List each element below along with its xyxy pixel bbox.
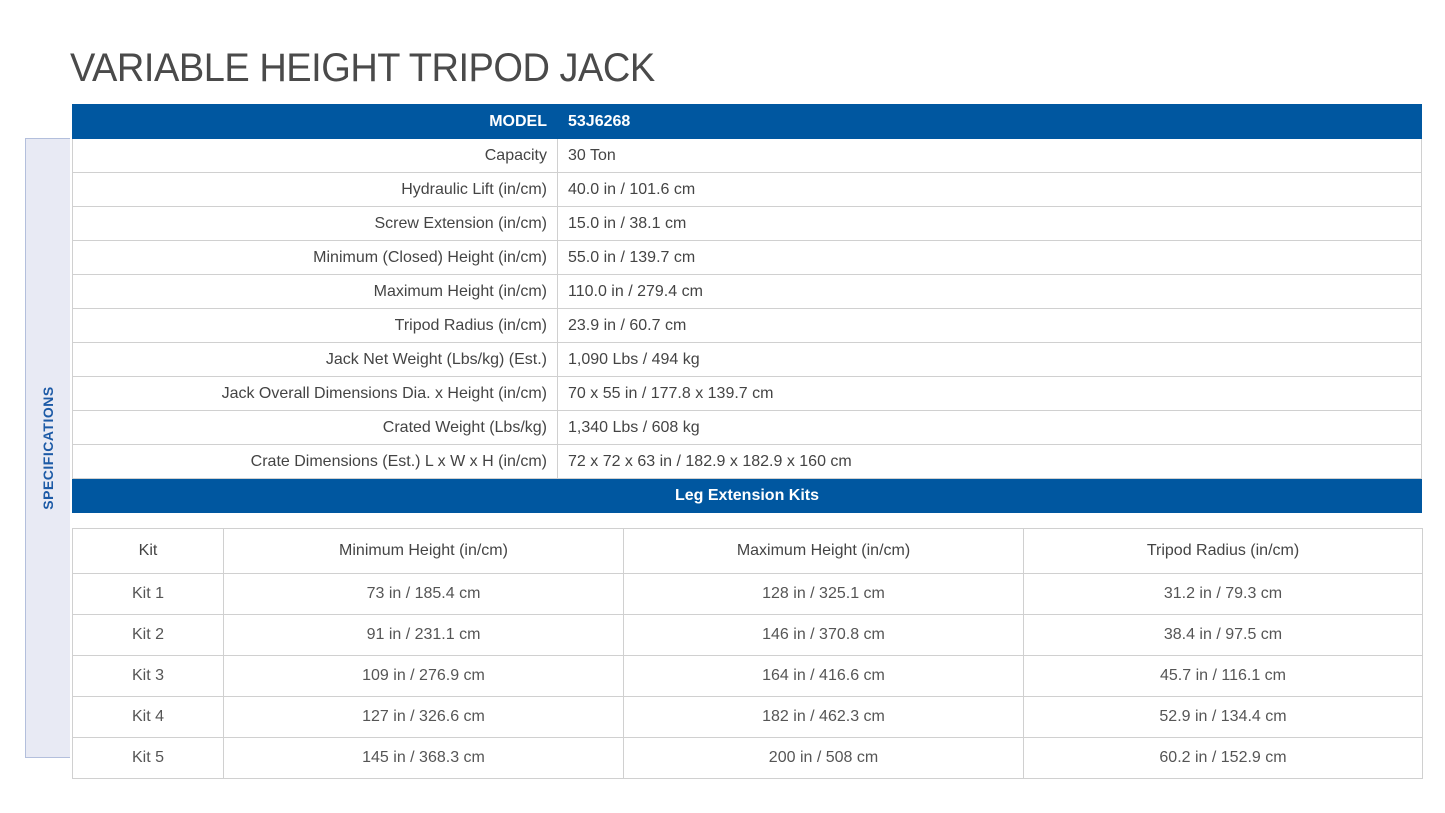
kit-row: Kit 4 127 in / 326.6 cm 182 in / 462.3 cm 5… [72, 696, 1423, 738]
kit-cell: Kit 5 [72, 737, 224, 779]
kit-cell: 127 in / 326.6 cm [223, 696, 624, 738]
spec-row: Tripod Radius (in/cm) 23.9 in / 60.7 cm [72, 308, 1422, 343]
spec-label: Maximum Height (in/cm) [72, 274, 558, 309]
kit-cell: 60.2 in / 152.9 cm [1023, 737, 1423, 779]
spec-value: 55.0 in / 139.7 cm [557, 240, 1422, 275]
spec-row: Jack Overall Dimensions Dia. x Height (i… [72, 376, 1422, 411]
spec-row: Crated Weight (Lbs/kg) 1,340 Lbs / 608 kg [72, 410, 1422, 445]
kit-cell: 52.9 in / 134.4 cm [1023, 696, 1423, 738]
column-header: Kit [72, 528, 224, 574]
spec-value: 72 x 72 x 63 in / 182.9 x 182.9 x 160 cm [557, 444, 1422, 479]
kit-cell: 145 in / 368.3 cm [223, 737, 624, 779]
kits-title: Leg Extension Kits [72, 478, 1422, 513]
spec-value: 15.0 in / 38.1 cm [557, 206, 1422, 241]
spec-value: 1,090 Lbs / 494 kg [557, 342, 1422, 377]
column-header: Tripod Radius (in/cm) [1023, 528, 1423, 574]
model-value: 53J6268 [557, 104, 1422, 139]
kits-title-row: Leg Extension Kits [72, 478, 1422, 513]
specifications-side-panel: SPECIFICATIONS [25, 138, 70, 758]
kit-cell: 164 in / 416.6 cm [623, 655, 1024, 697]
kit-cell: 45.7 in / 116.1 cm [1023, 655, 1423, 697]
spec-label: Hydraulic Lift (in/cm) [72, 172, 558, 207]
kit-row: Kit 2 91 in / 231.1 cm 146 in / 370.8 cm 38… [72, 614, 1423, 656]
spec-value: 110.0 in / 279.4 cm [557, 274, 1422, 309]
kit-cell: Kit 1 [72, 573, 224, 615]
spec-value: 30 Ton [557, 138, 1422, 173]
kit-cell: 182 in / 462.3 cm [623, 696, 1024, 738]
kit-row: Kit 1 73 in / 185.4 cm 128 in / 325.1 cm 31… [72, 573, 1423, 615]
spec-row: Hydraulic Lift (in/cm) 40.0 in / 101.6 cm [72, 172, 1422, 207]
kits-header-row: Kit Minimum Height (in/cm) Maximum Height … [72, 528, 1423, 574]
kit-cell: Kit 3 [72, 655, 224, 697]
spec-value: 40.0 in / 101.6 cm [557, 172, 1422, 207]
spec-label: Crated Weight (Lbs/kg) [72, 410, 558, 445]
column-header: Minimum Height (in/cm) [223, 528, 624, 574]
spec-label: Jack Net Weight (Lbs/kg) (Est.) [72, 342, 558, 377]
spec-label: Jack Overall Dimensions Dia. x Height (i… [72, 376, 558, 411]
spec-row: Jack Net Weight (Lbs/kg) (Est.) 1,090 Lbs… [72, 342, 1422, 377]
kit-row: Kit 3 109 in / 276.9 cm 164 in / 416.6 cm 4… [72, 655, 1423, 697]
spec-row: Capacity 30 Ton [72, 138, 1422, 173]
page-title: VARIABLE HEIGHT TRIPOD JACK [70, 46, 655, 90]
kit-cell: 146 in / 370.8 cm [623, 614, 1024, 656]
model-row: MODEL 53J6268 [72, 104, 1422, 139]
kits-table: Kit Minimum Height (in/cm) Maximum Height … [72, 528, 1423, 779]
kit-cell: 73 in / 185.4 cm [223, 573, 624, 615]
spec-row: Crate Dimensions (Est.) L x W x H (in/cm… [72, 444, 1422, 479]
kit-cell: 91 in / 231.1 cm [223, 614, 624, 656]
spec-label: Capacity [72, 138, 558, 173]
kit-cell: 128 in / 325.1 cm [623, 573, 1024, 615]
spec-label: Screw Extension (in/cm) [72, 206, 558, 241]
spec-value: 1,340 Lbs / 608 kg [557, 410, 1422, 445]
kit-cell: 109 in / 276.9 cm [223, 655, 624, 697]
spec-value: 23.9 in / 60.7 cm [557, 308, 1422, 343]
column-header: Maximum Height (in/cm) [623, 528, 1024, 574]
kit-row: Kit 5 145 in / 368.3 cm 200 in / 508 cm 60.… [72, 737, 1423, 779]
spec-value: 70 x 55 in / 177.8 x 139.7 cm [557, 376, 1422, 411]
spec-row: Minimum (Closed) Height (in/cm) 55.0 in /… [72, 240, 1422, 275]
spec-label: Crate Dimensions (Est.) L x W x H (in/cm… [72, 444, 558, 479]
kit-cell: 31.2 in / 79.3 cm [1023, 573, 1423, 615]
kit-cell: Kit 2 [72, 614, 224, 656]
spec-label: Minimum (Closed) Height (in/cm) [72, 240, 558, 275]
spec-label: Tripod Radius (in/cm) [72, 308, 558, 343]
kit-cell: 38.4 in / 97.5 cm [1023, 614, 1423, 656]
side-label: SPECIFICATIONS [40, 386, 56, 510]
kit-cell: 200 in / 508 cm [623, 737, 1024, 779]
spec-row: Screw Extension (in/cm) 15.0 in / 38.1 cm [72, 206, 1422, 241]
model-label: MODEL [72, 104, 558, 139]
spec-row: Maximum Height (in/cm) 110.0 in / 279.4 c… [72, 274, 1422, 309]
spec-table: MODEL 53J6268 Capacity 30 Ton Hydraulic Li… [72, 104, 1422, 513]
kit-cell: Kit 4 [72, 696, 224, 738]
